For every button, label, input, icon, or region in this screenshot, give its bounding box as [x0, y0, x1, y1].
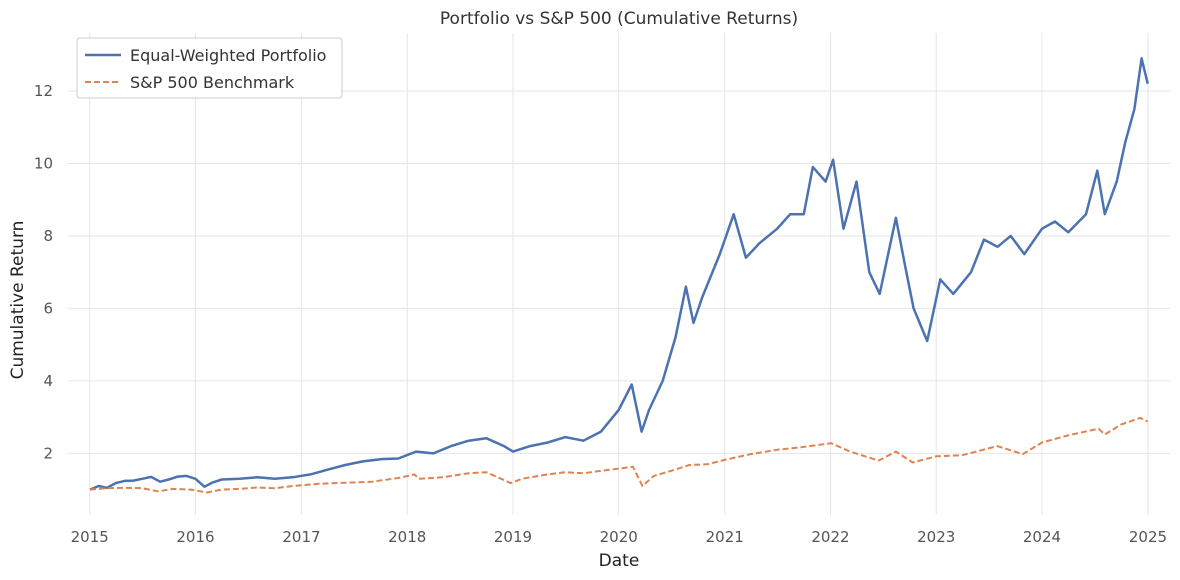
y-tick-labels: 2 4 6 8 10 12	[34, 82, 53, 462]
portfolio-line	[89, 57, 1149, 491]
chart-title: Portfolio vs S&P 500 (Cumulative Returns…	[440, 9, 798, 29]
y-tick-label: 2	[43, 444, 53, 462]
x-tick-label: 2023	[917, 528, 955, 546]
legend-label-benchmark: S&P 500 Benchmark	[130, 73, 295, 92]
legend-label-portfolio: Equal-Weighted Portfolio	[130, 46, 326, 65]
y-tick-label: 10	[34, 154, 53, 172]
y-tick-label: 6	[43, 299, 53, 317]
x-tick-label: 2021	[706, 528, 744, 546]
x-tick-label: 2016	[176, 528, 214, 546]
x-tick-label: 2019	[494, 528, 532, 546]
x-tick-label: 2015	[71, 528, 109, 546]
x-tick-label: 2024	[1023, 528, 1061, 546]
series-layer	[89, 57, 1149, 494]
x-tick-labels: 2015 2016 2017 2018 2019 2020 2021 2022 2023 2024…	[71, 528, 1167, 546]
benchmark-line	[89, 416, 1149, 494]
x-tick-label: 2017	[282, 528, 320, 546]
legend: Equal-Weighted Portfolio S&P 500 Benchma…	[76, 37, 343, 99]
x-tick-label: 2020	[600, 528, 638, 546]
grid	[68, 33, 1170, 515]
x-tick-label: 2025	[1129, 528, 1167, 546]
x-axis-label: Date	[599, 551, 640, 571]
y-tick-label: 4	[43, 372, 53, 390]
y-axis-label: Cumulative Return	[8, 221, 28, 380]
x-tick-label: 2022	[811, 528, 849, 546]
y-tick-label: 12	[34, 82, 53, 100]
y-tick-label: 8	[43, 227, 53, 245]
legend-box	[76, 37, 343, 99]
x-tick-label: 2018	[388, 528, 426, 546]
